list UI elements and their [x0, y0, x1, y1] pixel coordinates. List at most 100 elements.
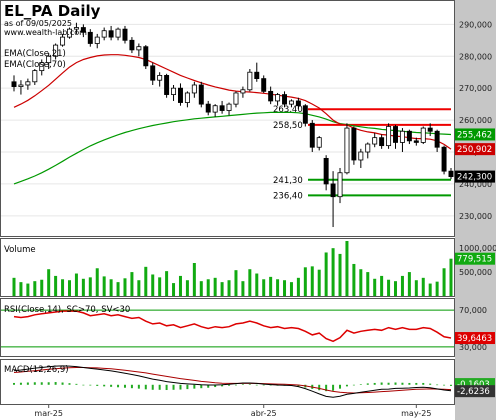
candle-body	[219, 105, 225, 111]
volume-bar	[269, 276, 273, 296]
ema21-badge: 250,902	[457, 145, 492, 155]
candle-body	[129, 39, 135, 51]
volume-bar	[26, 283, 30, 296]
candle-body	[73, 27, 79, 30]
price-tick-label: 260,000	[459, 116, 492, 125]
volume-bar	[116, 282, 120, 296]
volume-bar	[185, 280, 189, 296]
macd-histogram-bar	[26, 382, 29, 385]
candle-body	[323, 157, 329, 185]
ema21-line	[13, 54, 452, 150]
macd-histogram-bar	[325, 384, 328, 392]
candle-body	[379, 137, 385, 147]
macd-histogram-bar	[443, 384, 446, 386]
volume-bar	[165, 271, 169, 296]
candle-body	[32, 70, 38, 83]
candle-body	[316, 137, 322, 148]
macd-histogram-bar	[422, 382, 425, 385]
support-resistance-levels: 263,40 258,50 241,30 236,40	[273, 105, 451, 201]
candle-body	[295, 100, 301, 107]
macd-histogram-bar	[234, 384, 237, 386]
macd-histogram-bar	[165, 384, 168, 391]
candle-body	[39, 62, 45, 72]
macd-label: MACD(12,26,9)	[4, 365, 69, 375]
candle-body	[420, 127, 426, 143]
candle-body	[191, 84, 197, 94]
macd-histogram-bar	[13, 382, 15, 385]
macd-histogram-bar	[33, 382, 36, 385]
macd-histogram-bar	[359, 384, 362, 385]
candle-body	[115, 28, 121, 38]
macd-histogram-bar	[130, 384, 133, 389]
candle-body	[386, 126, 392, 147]
macd-histogram-bar	[89, 384, 92, 386]
candle-body	[448, 170, 454, 177]
volume-bar	[394, 281, 398, 296]
macd-histogram-bar	[61, 382, 64, 385]
macd-histogram-bar	[450, 384, 452, 386]
macd-histogram-bar	[339, 384, 342, 389]
price-tick-label: 240,000	[459, 180, 492, 189]
macd-histogram-bar	[47, 382, 50, 385]
volume-bar	[213, 277, 217, 296]
level-label: 258,50	[273, 121, 303, 131]
volume-bar	[400, 275, 404, 296]
macd-histogram-bar	[54, 382, 57, 385]
macd-group	[13, 365, 452, 398]
ema70-line	[13, 111, 452, 185]
macd-badge: -2,6236	[457, 387, 490, 397]
price-tick-label: 280,000	[459, 52, 492, 61]
candle-body	[212, 105, 218, 113]
volume-bar	[47, 269, 51, 296]
macd-histogram-bar	[373, 382, 376, 385]
candle-body	[254, 71, 260, 80]
candle-body	[46, 55, 52, 64]
price-panel-frame	[0, 0, 455, 237]
volume-bar	[338, 253, 342, 296]
macd-histogram-bar	[228, 384, 231, 386]
volume-bar	[206, 279, 210, 296]
macd-histogram-bar	[207, 384, 210, 388]
volume-bar	[241, 281, 245, 296]
macd-histogram-bar	[117, 384, 120, 388]
candle-body	[358, 151, 364, 161]
candle-body	[122, 28, 128, 41]
macd-histogram-bar	[82, 384, 85, 386]
volume-bar	[373, 278, 377, 296]
volume-bar	[54, 275, 58, 296]
volume-bar	[151, 274, 155, 296]
macd-hist-badge: -0,1603	[457, 380, 490, 390]
volume-bar	[19, 282, 23, 296]
candle-body	[441, 146, 447, 172]
volume-bar	[12, 277, 16, 296]
ema21-label: EMA(Close,21)	[4, 49, 66, 59]
macd-histogram-bar	[387, 382, 390, 385]
candle-body	[87, 31, 93, 44]
value-badges: 255,462 250,902 242,300 779,515 39,6463 -0,16…	[455, 128, 495, 398]
candle-body	[372, 137, 378, 145]
macd-histogram-bar	[221, 384, 224, 387]
rsi-badge: 39,6463	[457, 334, 492, 344]
candle-body	[18, 84, 24, 87]
macd-histogram-bar	[436, 384, 439, 386]
macd-histogram-bar	[110, 384, 113, 387]
rsi-label: RSI(Close,14), SC>70, SV<30	[4, 305, 130, 315]
candle-body	[80, 27, 86, 33]
macd-histogram-bar	[269, 384, 272, 386]
volume-badge: 779,515	[457, 255, 492, 265]
macd-histogram-bar	[214, 384, 217, 388]
macd-histogram-bar	[262, 384, 265, 386]
volume-bar	[158, 277, 162, 296]
candle-body	[136, 46, 142, 51]
macd-line	[13, 365, 452, 398]
volume-bar	[310, 266, 314, 296]
volume-bar	[40, 279, 44, 296]
volume-bar	[192, 263, 196, 296]
volume-bar	[428, 283, 432, 296]
volume-bar	[442, 268, 446, 296]
macd-badge-box	[455, 385, 495, 398]
macd-histogram-bar	[172, 384, 175, 390]
x-tick-label: mar-25	[34, 409, 63, 418]
